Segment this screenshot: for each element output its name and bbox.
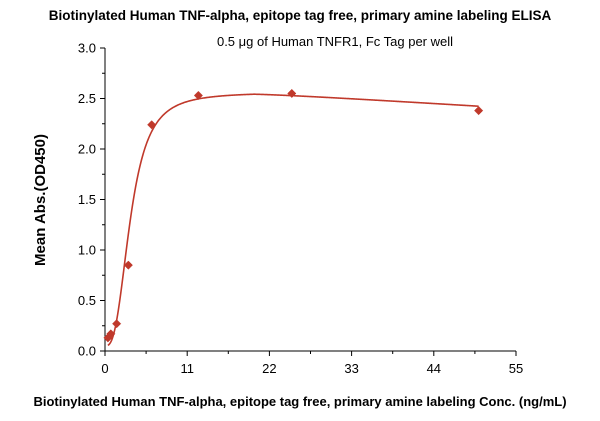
x-tick-label: 11	[180, 361, 194, 376]
data-point	[123, 260, 133, 270]
y-tick-label: 2.0	[78, 142, 96, 157]
data-point	[287, 88, 297, 99]
fit-curve-layer	[107, 93, 479, 347]
data-point	[474, 106, 484, 116]
x-tick-label: 0	[101, 361, 108, 376]
x-tick-label: 22	[262, 361, 276, 376]
y-tick-label: 0.5	[78, 293, 96, 308]
y-tick-label: 1.0	[78, 243, 96, 258]
y-tick-label: 2.5	[78, 91, 96, 106]
axes	[100, 47, 517, 356]
y-axis-label: Mean Abs.(OD450)	[32, 134, 49, 266]
data-point	[112, 319, 122, 329]
x-tick-label: 44	[427, 361, 441, 376]
tick-labels-layer: 0.0 0.5 1.0 1.5 2.0 2.5 3.0 0 11 22 33 44 55	[78, 41, 523, 377]
data-point	[193, 90, 203, 101]
y-tick-label: 0.0	[78, 344, 96, 359]
y-tick-label: 3.0	[78, 41, 96, 56]
y-tick-label: 1.5	[78, 192, 96, 207]
data-points-layer	[103, 88, 484, 343]
data-point	[106, 329, 116, 339]
x-tick-label: 33	[344, 361, 358, 376]
chart-title: Biotinylated Human TNF-alpha, epitope ta…	[48, 8, 552, 23]
x-axis-label: Biotinylated Human TNF-alpha, epitope ta…	[33, 394, 567, 409]
x-tick-label: 55	[509, 361, 523, 376]
chart-subtitle: 0.5 μg of Human TNFR1, Fc Tag per well	[216, 34, 454, 49]
fit-curve	[107, 93, 479, 347]
data-point	[147, 120, 157, 130]
